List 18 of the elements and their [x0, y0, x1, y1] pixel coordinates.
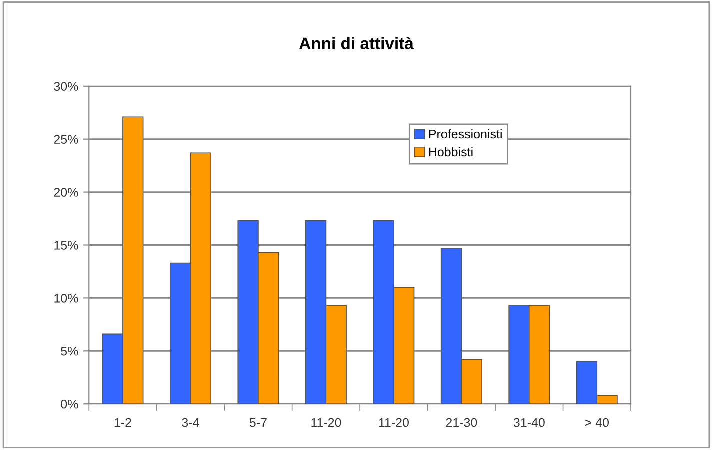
y-tick-label: 30%	[54, 82, 78, 92]
y-tick-label: 5%	[61, 347, 78, 356]
x-tick-label: 5-7	[250, 418, 267, 428]
x-tick-label: 11-20	[312, 418, 342, 428]
x-tick-label: 3-4	[182, 418, 200, 428]
x-tick-label: 21-30	[446, 418, 478, 428]
y-tick-label: 10%	[54, 294, 78, 303]
legend-label: Professionisti	[429, 129, 502, 139]
legend-label: Hobbisti	[429, 147, 473, 157]
x-tick-label: 11-20	[379, 418, 409, 428]
y-tick-label: 15%	[54, 241, 78, 250]
x-tick-label: 1-2	[114, 418, 132, 428]
x-tick-label: > 40	[585, 418, 609, 428]
y-tick-label: 0%	[61, 400, 78, 409]
y-tick-label: 25%	[54, 135, 78, 144]
y-tick-label: 20%	[54, 188, 78, 197]
x-tick-label: 31-40	[514, 418, 545, 428]
chart-title: Anni di attività	[300, 37, 414, 50]
